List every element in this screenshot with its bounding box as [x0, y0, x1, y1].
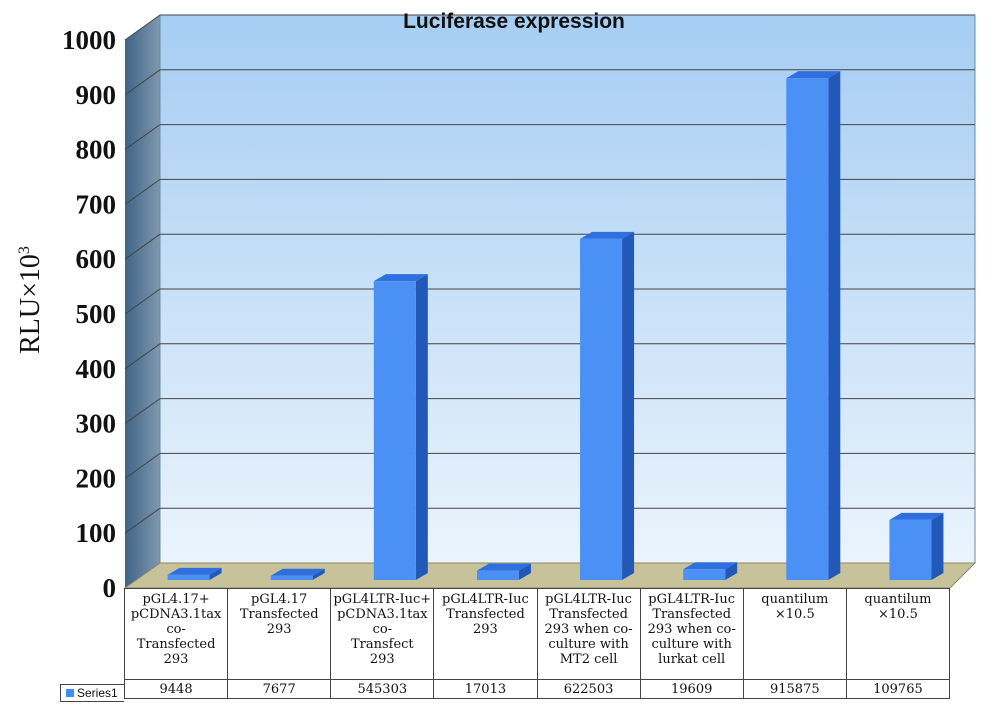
y-tick-label: 500 — [76, 299, 117, 329]
gridline-side — [124, 178, 161, 205]
bar — [167, 567, 222, 580]
data-value: 7677 — [227, 679, 332, 699]
bar-side — [622, 231, 635, 581]
bar-side — [725, 562, 738, 580]
data-value: 622503 — [536, 679, 641, 699]
bar-top — [580, 231, 635, 239]
category-label: quantilum ×10.5 — [742, 588, 847, 680]
y-tick-label: 400 — [76, 354, 117, 384]
bar-top — [373, 274, 428, 282]
bar-side — [931, 512, 944, 580]
data-value: 109765 — [845, 679, 951, 699]
bar-top — [167, 567, 222, 575]
bar-front — [580, 238, 623, 581]
gridline-side — [124, 398, 161, 425]
bar — [786, 71, 841, 581]
bar — [476, 563, 531, 580]
data-table: pGL4.17+ pCDNA3.1tax co- Transfected 293… — [123, 588, 951, 699]
bar — [270, 568, 325, 580]
category-label: pGL4LTR-Iuc Transfected 293 when co- cul… — [639, 588, 744, 680]
bar-front — [683, 569, 726, 580]
bar-top — [786, 71, 841, 79]
bar — [683, 562, 738, 580]
y-axis-label-text: RLU×10 — [15, 254, 46, 354]
data-value: 545303 — [330, 679, 435, 699]
gridline-side — [124, 69, 161, 96]
value-row: 9448 7677 545303 17013 622503 19609 9158… — [123, 679, 951, 699]
bar-top — [270, 568, 325, 576]
legend-label: Series1 — [77, 686, 118, 700]
y-axis-label: RLU×103 — [15, 246, 46, 354]
data-value: 19609 — [639, 679, 744, 699]
gridline-side — [124, 288, 161, 315]
bar-side — [518, 563, 531, 580]
gridline-side — [124, 233, 161, 260]
bar-front — [476, 570, 519, 580]
bar — [889, 512, 944, 580]
category-label: quantilum ×10.5 — [845, 588, 951, 680]
gridline-side — [124, 452, 161, 479]
y-tick-label: 800 — [76, 135, 117, 165]
bar-side — [828, 71, 841, 581]
category-label: pGL4.17 Transfected 293 — [227, 588, 332, 680]
category-label: pGL4LTR-Iuc Transfected 293 when co- cul… — [536, 588, 641, 680]
y-axis-ticks: 0 100 200 300 400 500 600 700 800 900 1000 — [62, 25, 116, 603]
category-label: pGL4LTR-Iuc Transfected 293 — [433, 588, 538, 680]
gridline-side — [124, 507, 161, 534]
y-tick-label: 1000 — [62, 25, 116, 55]
y-tick-label: 0 — [103, 573, 117, 603]
bar-top — [476, 563, 531, 571]
gridline-side — [124, 124, 161, 151]
y-tick-label: 200 — [76, 463, 117, 493]
legend-swatch — [66, 689, 74, 697]
bar — [373, 274, 428, 580]
bar — [580, 231, 635, 581]
bar-side — [415, 274, 428, 580]
gridline-side — [124, 343, 161, 370]
bar-side — [209, 567, 222, 580]
bar-front — [373, 281, 416, 580]
gridline-side — [124, 14, 161, 41]
legend: Series1 — [60, 684, 124, 702]
y-axis-label-superscript: 3 — [16, 246, 33, 254]
y-tick-label: 600 — [76, 244, 117, 274]
bar-top — [889, 512, 944, 520]
y-tick-label: 900 — [76, 80, 117, 110]
y-tick-label: 300 — [76, 409, 117, 439]
bar-front — [786, 78, 829, 581]
category-label: pGL4LTR-Iuc+ pCDNA3.1tax co- Transfect 2… — [330, 588, 435, 680]
data-value: 17013 — [433, 679, 538, 699]
bar-side — [312, 568, 325, 580]
chart-title: Luciferase expression — [403, 10, 625, 33]
y-tick-label: 100 — [76, 518, 117, 548]
category-label: pGL4.17+ pCDNA3.1tax co- Transfected 293 — [123, 588, 229, 680]
category-row: pGL4.17+ pCDNA3.1tax co- Transfected 293… — [123, 588, 951, 680]
y-tick-label: 700 — [76, 189, 117, 219]
floor — [123, 562, 977, 589]
bar-front — [167, 574, 210, 580]
bar-front — [270, 575, 313, 580]
data-value: 9448 — [123, 679, 229, 699]
bar-top — [683, 562, 738, 570]
bar-front — [889, 519, 932, 580]
bars — [167, 71, 944, 581]
data-value: 915875 — [742, 679, 847, 699]
